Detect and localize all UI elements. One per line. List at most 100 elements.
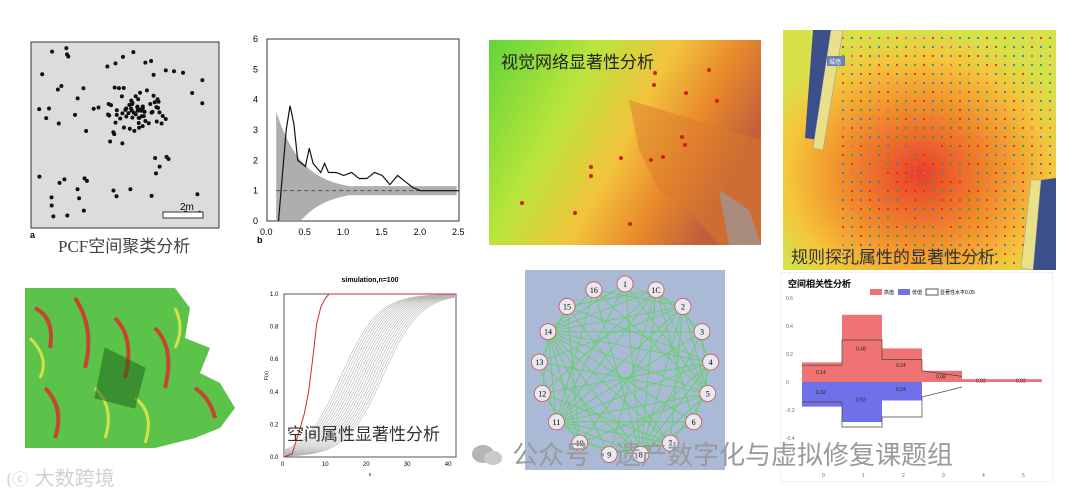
- probe-dot: [859, 162, 863, 166]
- bar-positive: [962, 379, 1002, 382]
- probe-dot: [1012, 234, 1016, 238]
- probe-dot: [877, 90, 881, 94]
- probe-dot: [976, 90, 980, 94]
- probe-dot: [1048, 99, 1052, 103]
- probe-dot: [868, 207, 872, 211]
- probe-dot: [895, 243, 899, 247]
- probe-dot: [895, 108, 899, 112]
- probe-dot: [877, 126, 881, 130]
- probe-dot: [994, 234, 998, 238]
- probe-dot: [994, 72, 998, 76]
- pcf-point: [114, 108, 119, 113]
- pcf-point: [151, 93, 156, 98]
- probe-dot: [922, 108, 926, 112]
- legend-high: 高值: [884, 289, 894, 296]
- probe-dot: [841, 144, 845, 148]
- probe-dot: [976, 135, 980, 139]
- network-edge: [542, 289, 657, 394]
- network-node: [616, 275, 634, 293]
- probe-dot: [904, 108, 908, 112]
- probe-dot: [850, 144, 854, 148]
- network-edge: [556, 421, 641, 455]
- pcf-point: [124, 114, 129, 119]
- probe-dot: [967, 72, 971, 76]
- probe-dot: [841, 72, 845, 76]
- probe-dot: [850, 117, 854, 121]
- probe-dot: [904, 180, 908, 184]
- probe-dot: [859, 90, 863, 94]
- probe-dot: [994, 144, 998, 148]
- probe-dot: [1003, 63, 1007, 67]
- bar-label-negative: 0.52: [856, 398, 866, 404]
- probe-dot: [913, 99, 917, 103]
- probe-dot: [1003, 261, 1007, 265]
- probe-dot: [1012, 99, 1016, 103]
- probe-dot: [931, 162, 935, 166]
- probe-dot: [1039, 99, 1043, 103]
- bar-label-positive: 0.02: [1016, 379, 1026, 385]
- probe-dot: [1021, 162, 1025, 166]
- probe-dot: [1003, 36, 1007, 40]
- probe-dot: [904, 225, 908, 229]
- network-node-label: 16: [590, 286, 598, 295]
- probe-dot: [922, 225, 926, 229]
- network-edge: [539, 306, 684, 363]
- probe-dot: [1030, 99, 1034, 103]
- probe-dot: [1030, 153, 1034, 157]
- network-edge: [682, 306, 709, 394]
- x-tick: 3: [942, 473, 945, 479]
- probe-dot: [913, 108, 917, 112]
- pcf-point: [143, 119, 148, 124]
- probe-dot: [1003, 81, 1007, 85]
- sim-title: simulation,n=100: [342, 277, 399, 284]
- pcf-point: [49, 195, 54, 200]
- curve-panel: 0 1 2 3 4 5 6 0.0 0.5 1.0 1.5 2.0 2.5 b: [245, 35, 465, 250]
- probe-dot: [958, 81, 962, 85]
- probe-dot: [958, 63, 962, 67]
- probe-dot: [967, 45, 971, 49]
- bar-negative: [842, 382, 882, 423]
- probe-dot: [877, 261, 881, 265]
- probe-dot: [868, 81, 872, 85]
- probe-dot: [868, 252, 872, 256]
- pcf-point: [135, 104, 140, 109]
- probe-dot: [985, 135, 989, 139]
- probe-dot: [877, 45, 881, 49]
- probe-dot: [1030, 72, 1034, 76]
- x-tick: 40: [445, 462, 452, 468]
- probe-dot: [940, 162, 944, 166]
- pcf-point: [142, 109, 147, 114]
- probe-dot: [1012, 36, 1016, 40]
- probe-dot: [958, 90, 962, 94]
- probe-dot: [985, 117, 989, 121]
- probe-dot: [868, 162, 872, 166]
- probe-dot: [958, 180, 962, 184]
- pcf-point: [127, 126, 132, 131]
- probe-dot: [1021, 126, 1025, 130]
- pcf-point: [114, 194, 119, 199]
- probe-dot: [886, 117, 890, 121]
- probe-dot: [922, 252, 926, 256]
- probe-dot: [931, 144, 935, 148]
- pcf-point: [62, 177, 67, 182]
- y-tick: 4: [253, 95, 258, 105]
- probe-dot: [895, 261, 899, 265]
- envelope-band: [276, 111, 457, 221]
- pcf-point: [136, 97, 141, 102]
- network-edge: [624, 283, 709, 394]
- visual-panel: 视觉网络显著性分析: [489, 40, 761, 245]
- probe-dot: [949, 63, 953, 67]
- probe-dot: [877, 117, 881, 121]
- probe-dot: [841, 99, 845, 103]
- probe-dot: [859, 243, 863, 247]
- network-edge: [655, 289, 709, 394]
- sim-envelope-line: [283, 294, 457, 455]
- visual-heatmap: [489, 40, 761, 245]
- probe-dot: [895, 135, 899, 139]
- probe-dot: [1021, 144, 1025, 148]
- probe-dot: [850, 153, 854, 157]
- probe-dot: [895, 90, 899, 94]
- bar-positive: [882, 348, 922, 382]
- probe-dot: [886, 252, 890, 256]
- probe-dot: [976, 81, 980, 85]
